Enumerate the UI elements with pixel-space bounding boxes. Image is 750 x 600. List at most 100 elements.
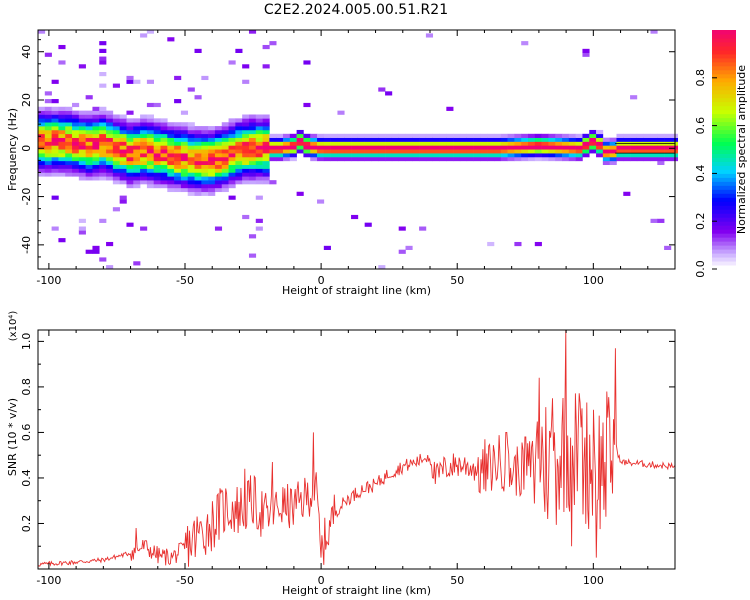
heatmap-cell — [283, 149, 291, 154]
heatmap-cell — [405, 133, 413, 138]
heatmap-cell — [310, 153, 318, 158]
heatmap-cell — [480, 137, 488, 142]
heatmap-cell — [99, 153, 107, 158]
heatmap-cell — [146, 137, 154, 142]
heatmap-cell — [126, 126, 134, 131]
heatmap-cell — [453, 153, 461, 158]
heatmap-cell — [140, 145, 148, 150]
heatmap-cell — [391, 149, 399, 154]
heatmap-cell — [262, 164, 270, 169]
heatmap-cell — [106, 156, 114, 162]
heatmap-cell — [555, 156, 563, 162]
heatmap-cell — [65, 126, 73, 131]
heatmap-cell — [453, 137, 461, 142]
heatmap-cell — [480, 156, 488, 162]
heatmap-cell — [78, 110, 86, 115]
heatmap-cell — [303, 141, 311, 146]
heatmap-cell — [242, 137, 250, 142]
colorbar-step — [712, 61, 736, 67]
heatmap-cell — [153, 172, 161, 177]
heatmap-cell — [146, 184, 154, 189]
heatmap-cell — [255, 137, 263, 142]
heatmap-cell — [221, 137, 229, 142]
heatmap-cell — [562, 141, 570, 146]
heatmap-cell — [58, 238, 66, 243]
heatmap-cell — [276, 133, 284, 138]
heatmap-cell — [201, 168, 209, 173]
heatmap-cell — [248, 168, 257, 173]
heatmap-cell — [398, 226, 406, 231]
heatmap-cell — [385, 91, 393, 96]
heatmap-cell — [58, 122, 66, 127]
heatmap-cell — [201, 145, 209, 150]
heatmap-cell — [126, 153, 134, 158]
heatmap-cell — [92, 106, 100, 111]
colorbar-step — [712, 113, 736, 119]
heatmap-cell — [432, 137, 440, 142]
heatmap-cell — [337, 133, 345, 138]
heatmap-cell — [459, 149, 468, 154]
x-tick-label: 100 — [583, 274, 604, 287]
heatmap-cell — [446, 133, 454, 138]
heatmap-cell — [153, 153, 161, 158]
heatmap-cell — [248, 145, 257, 150]
heatmap-cell — [99, 114, 107, 119]
heatmap-cell — [310, 156, 318, 162]
heatmap-cell — [228, 133, 236, 138]
heatmap-cell — [548, 153, 556, 158]
heatmap-cell — [228, 156, 236, 162]
heatmap-cell — [126, 133, 134, 138]
heatmap-cell — [44, 153, 52, 158]
heatmap-cell — [208, 168, 216, 173]
heatmap-cell — [425, 156, 434, 162]
heatmap-cell — [242, 176, 250, 181]
colorbar-step — [712, 257, 736, 262]
heatmap-cell — [99, 122, 107, 127]
heatmap-cell — [630, 149, 638, 154]
heatmap-cell — [562, 156, 570, 162]
heatmap-cell — [174, 99, 182, 104]
heatmap-cell — [534, 137, 542, 142]
heatmap-cell — [187, 191, 195, 196]
heatmap-cell — [405, 149, 413, 154]
heatmap-cell — [521, 41, 529, 46]
heatmap-cell — [459, 156, 468, 162]
heatmap-cell — [51, 133, 59, 138]
heatmap-cell — [419, 153, 427, 158]
x-tick-label: -50 — [176, 274, 194, 287]
colorbar-step — [712, 109, 736, 115]
heatmap-cell — [187, 122, 195, 127]
heatmap-cell — [201, 153, 209, 158]
heatmap-cell — [72, 129, 80, 135]
heatmap-cell — [262, 129, 270, 135]
heatmap-cell — [180, 122, 189, 127]
heatmap-cell — [235, 129, 243, 135]
heatmap-cell — [119, 164, 127, 169]
heatmap-cell — [167, 184, 175, 189]
heatmap-cell — [228, 153, 236, 158]
heatmap-cell — [589, 133, 597, 138]
heatmap-cell — [351, 153, 359, 158]
heatmap-cell — [194, 164, 202, 169]
heatmap-cell — [248, 118, 257, 123]
heatmap-cell — [51, 122, 59, 127]
heatmap-cell — [160, 164, 168, 169]
heatmap-cell — [473, 141, 481, 146]
heatmap-cell — [99, 126, 107, 131]
heatmap-cell — [106, 141, 114, 146]
heatmap-cell — [58, 156, 66, 162]
heatmap-cell — [555, 137, 563, 142]
heatmap-cell — [92, 164, 100, 169]
y-scale-label: (x10⁴) — [8, 311, 19, 342]
heatmap-cell — [153, 102, 161, 108]
colorbar-step — [712, 249, 736, 254]
heatmap-cell — [568, 156, 576, 162]
colorbar-step — [712, 213, 736, 218]
heatmap-cell — [575, 149, 583, 154]
heatmap-cell — [92, 122, 100, 127]
heatmap-cell — [330, 153, 338, 158]
heatmap-cell — [140, 172, 148, 177]
heatmap-cell — [153, 180, 161, 185]
heatmap-cell — [310, 137, 318, 142]
heatmap-cell — [160, 133, 168, 138]
